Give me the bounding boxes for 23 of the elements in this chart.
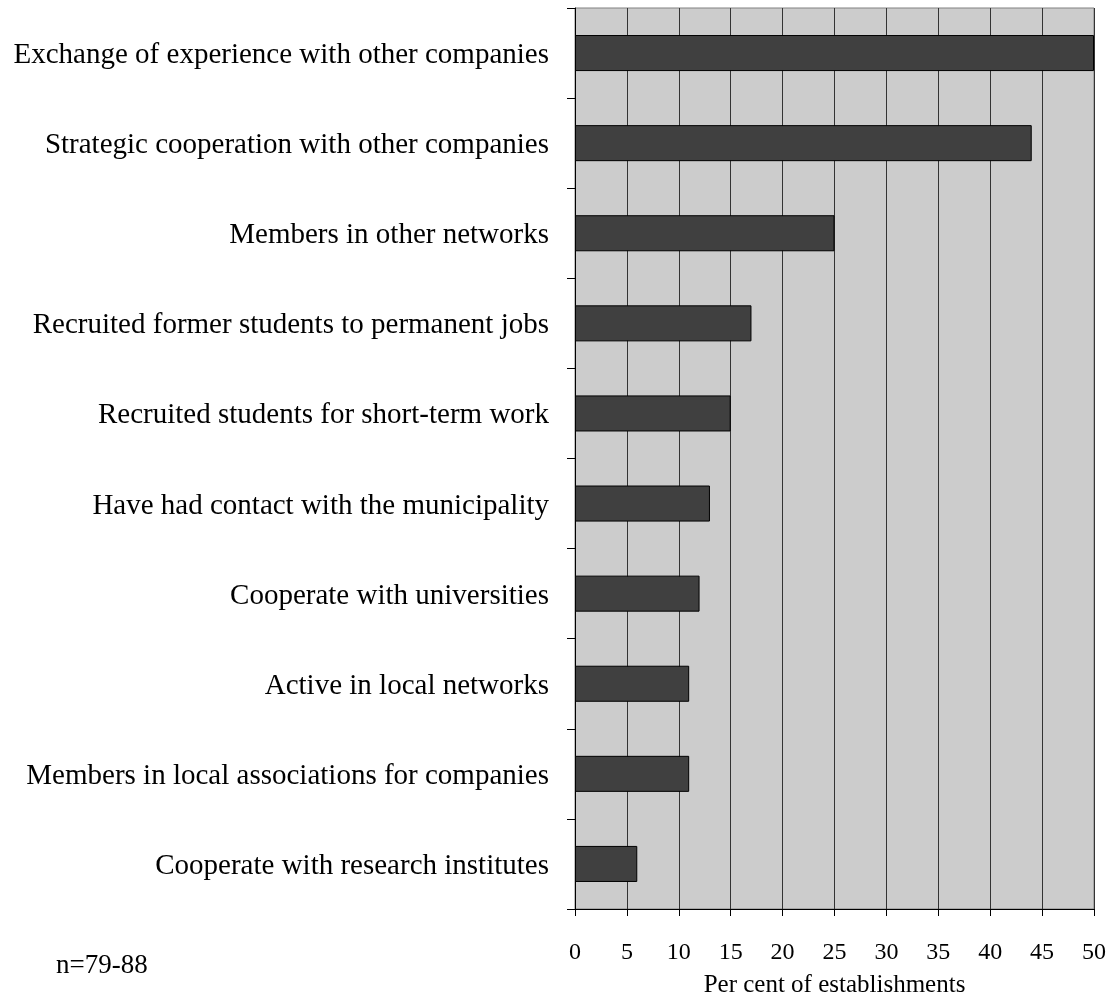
y-tick-label: Members in other networks	[229, 217, 549, 250]
text: n=79-88	[56, 948, 148, 979]
y-tick-label: Members in local associations for companies	[26, 757, 549, 790]
y-tick-label: Active in local networks	[264, 667, 549, 700]
x-tick-label: 50	[1082, 938, 1106, 964]
y-tick-label: Strategic cooperation with other companies	[44, 127, 549, 160]
y-tick-label: Cooperate with universities	[230, 577, 549, 610]
y-tick-label: Recruited students for short-term work	[97, 397, 550, 430]
y-tick-label: Exchange of experience with other companies	[13, 37, 549, 70]
x-tick-label: 25	[822, 938, 847, 964]
x-tick-label: 0	[569, 938, 581, 964]
x-tick-label: 10	[666, 938, 691, 964]
y-tick-label: Have had contact with the municipality	[92, 487, 550, 520]
x-axis-title: Per cent of establishments	[703, 970, 966, 997]
x-tick-label: 35	[926, 938, 951, 964]
x-tick-label: 40	[978, 938, 1003, 964]
x-tick-label: 45	[1030, 938, 1055, 964]
y-tick-label: Recruited former students to permanent jobs	[32, 307, 549, 340]
x-tick-label: 5	[620, 938, 633, 964]
x-tick-label: 30	[874, 938, 899, 964]
x-tick-label: 20	[770, 938, 795, 964]
x-tick-label: 15	[718, 938, 743, 964]
y-tick-label: Cooperate with research institutes	[155, 847, 549, 880]
